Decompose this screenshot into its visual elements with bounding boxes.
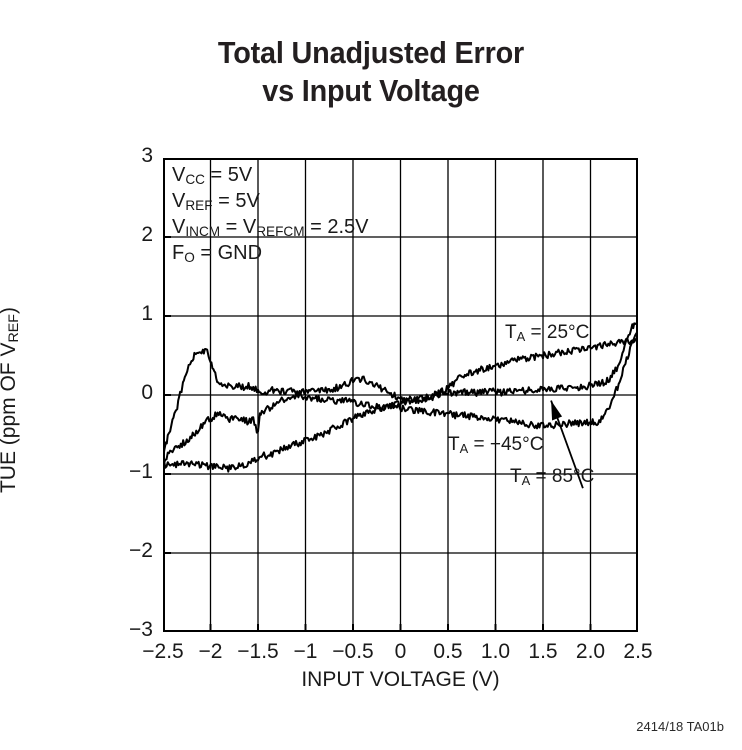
y-axis-label: TUE (ppm OF VREF) <box>0 270 22 530</box>
chart-title-line2: vs Input Voltage <box>262 73 480 108</box>
curve-minus45c <box>163 337 638 466</box>
x-tick-label: −0.5 <box>332 640 374 663</box>
x-axis-label: INPUT VOLTAGE (V) <box>301 668 500 691</box>
x-tick-label: 0 <box>394 640 407 663</box>
curve-25c <box>163 322 638 460</box>
figure-reference-code: 2414/18 TA01b <box>636 719 724 734</box>
annotation-arrow-85c <box>550 400 584 489</box>
y-axis-label-tail: ) <box>0 307 20 314</box>
x-tick-label: 2.0 <box>575 640 606 663</box>
x-tick-label: 1.5 <box>528 640 558 663</box>
tick-marks <box>163 158 638 632</box>
curve-label-minus45c: TA = −45°C <box>448 434 544 456</box>
y-tick-label: 1 <box>141 302 153 325</box>
x-tick-label: −1.5 <box>237 640 279 663</box>
y-tick-label: 2 <box>141 223 153 246</box>
chart-title-line1: Total Unadjusted Error <box>217 35 525 70</box>
condition-vcc: VCC = 5V <box>172 164 253 187</box>
x-tick-label: 2.5 <box>623 640 653 663</box>
condition-vref: VREF = 5V <box>172 190 260 213</box>
x-tick-label: 0.5 <box>433 640 463 663</box>
y-tick-label: 0 <box>141 381 153 404</box>
x-tick-label: −2.5 <box>142 640 184 663</box>
chart-title: Total Unadjusted Error vs Input Voltage <box>26 34 716 110</box>
curve-label-25c: TA = 25°C <box>505 322 590 344</box>
y-axis-label-main: TUE (ppm OF V <box>0 343 20 494</box>
y-tick-label: 3 <box>141 144 153 167</box>
conditions-annotation: VCC = 5V VREF = 5V VINCM = VREFCM = 2.5V… <box>172 162 369 266</box>
x-tick-label: 1.0 <box>480 640 511 663</box>
condition-vincm-vrefcm: VINCM = VREFCM = 2.5V <box>172 216 369 239</box>
arrow-head <box>551 400 563 421</box>
y-tick-label: −2 <box>129 539 153 562</box>
curve-label-85c: TA = 85°C <box>510 466 595 488</box>
plot-area <box>163 158 638 632</box>
y-axis-label-sub: REF <box>6 313 23 343</box>
condition-fo: FO = GND <box>172 242 263 265</box>
x-tick-label: −1 <box>293 640 318 663</box>
x-tick-label: −2 <box>198 640 223 663</box>
plot-svg <box>163 158 638 632</box>
y-tick-label: −1 <box>129 460 153 483</box>
y-tick-label: −3 <box>129 618 153 641</box>
